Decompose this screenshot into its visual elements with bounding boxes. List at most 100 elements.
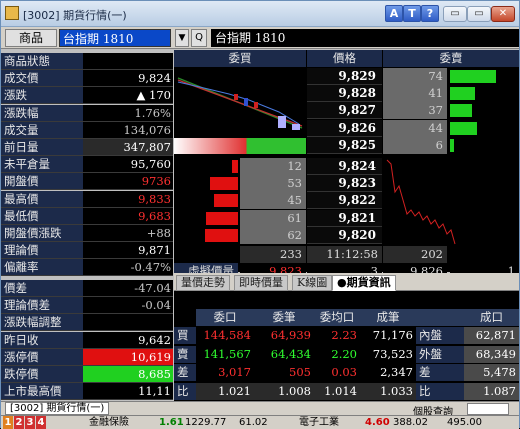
- info-value: +88: [83, 225, 173, 241]
- ws-num-2[interactable]: 2: [14, 416, 24, 429]
- bid-price[interactable]: 9,824: [307, 158, 382, 175]
- info-value: 9,642: [83, 331, 173, 348]
- info-row: 漲跌幅調整: [1, 314, 173, 332]
- bid-volume: 12: [240, 158, 306, 175]
- minimize-button[interactable]: ▭: [443, 6, 467, 22]
- bid-volume-bar: [232, 160, 238, 173]
- ask-price[interactable]: 9,826: [307, 119, 382, 137]
- ws-num-1[interactable]: 1: [3, 416, 13, 429]
- total-ask: 202: [383, 246, 447, 263]
- bid-volume: 62: [240, 226, 306, 244]
- symbol-title: 台指期 1810: [211, 29, 519, 47]
- tab-0[interactable]: 量價走勢: [176, 275, 230, 291]
- info-value: [83, 53, 173, 69]
- search-icon[interactable]: Q: [191, 29, 207, 47]
- info-label: 漲跌幅調整: [1, 314, 83, 331]
- chevron-down-icon[interactable]: ▼: [175, 29, 189, 47]
- info-label: 偏離率: [1, 259, 83, 276]
- ticker-stock-2[interactable]: 電子工業: [299, 417, 339, 428]
- info-label: 開盤價: [1, 173, 83, 190]
- info-label: 成交量: [1, 121, 83, 138]
- virtual-qty: 3: [307, 263, 382, 273]
- ticker-bar: 1 2 3 4 金融保險 1.61 1229.77 61.02 電子工業 4.6…: [1, 415, 519, 429]
- stats-side-label: 差: [416, 364, 464, 381]
- info-value: ▲ 170: [83, 87, 173, 104]
- bid-price[interactable]: 9,820: [307, 226, 382, 244]
- ask-volume: 41: [383, 85, 447, 103]
- help-button[interactable]: ?: [421, 5, 439, 22]
- ask-price[interactable]: 9,829: [307, 68, 382, 85]
- bid-volume-bar: [206, 211, 238, 225]
- info-value: 9,871: [83, 242, 173, 259]
- info-row: 理論價差 -0.04: [1, 297, 173, 315]
- intraday-minichart: [177, 77, 303, 130]
- stats-header: 成口: [464, 309, 519, 326]
- app-icon: [5, 6, 19, 20]
- font-a-button[interactable]: A: [385, 5, 403, 22]
- window-title: [3002] 期貨行情(一): [23, 9, 127, 22]
- restore-button[interactable]: ▭: [467, 6, 491, 22]
- stats-side-value: 5,478: [464, 364, 519, 381]
- info-value: 8,685: [83, 366, 173, 382]
- close-button[interactable]: ✕: [491, 6, 515, 22]
- info-label: 昨日收: [1, 331, 83, 348]
- info-label: 前日量: [1, 139, 83, 155]
- ask-price[interactable]: 9,825: [307, 136, 382, 154]
- ask-price[interactable]: 9,827: [307, 102, 382, 120]
- tab-2[interactable]: K線圖: [292, 275, 333, 291]
- bid-price[interactable]: 9,821: [307, 209, 382, 227]
- tab-3[interactable]: ●期貨資訊: [332, 275, 396, 291]
- bid-header: 委買: [174, 50, 306, 67]
- ticker-stock-1[interactable]: 金融保險: [89, 417, 129, 428]
- ask-volume-bar: [450, 138, 454, 152]
- status-bar: [3002] 期貨行情(一) 個股查詢: [1, 401, 519, 418]
- ws-num-4[interactable]: 4: [36, 416, 46, 429]
- info-label: 漲停價: [1, 348, 83, 365]
- info-row: 成交價 9,824: [1, 70, 173, 88]
- info-label: 最低價: [1, 207, 83, 224]
- stats-side-value: 1.087: [464, 382, 519, 400]
- ask-price[interactable]: 9,828: [307, 85, 382, 103]
- total-bid: 233: [240, 246, 306, 263]
- bid-price[interactable]: 9,823: [307, 175, 382, 193]
- ask-header: 委賣: [383, 50, 519, 67]
- info-row: 最高價 9,833: [1, 190, 173, 208]
- tab-1[interactable]: 即時價量: [234, 275, 288, 291]
- bid-price[interactable]: 9,822: [307, 192, 382, 210]
- ask-volume: 37: [383, 102, 447, 120]
- stats-cell: 1.014: [314, 382, 360, 400]
- stats-header: 成筆: [360, 309, 416, 326]
- stats-cell: 141,567: [196, 345, 254, 363]
- info-label: 上市最高價: [1, 383, 83, 400]
- info-value: 10,619: [83, 348, 173, 365]
- virtual-ask-qty: 1: [450, 263, 519, 273]
- ask-volume-bar: [450, 87, 475, 101]
- stock-query-input[interactable]: [467, 403, 509, 415]
- bid-ask-ratio-bar: [174, 138, 306, 154]
- stats-side-label: 外盤: [416, 345, 464, 363]
- toolbar: 商品 台指期 1810 ▼ Q 台指期 1810: [1, 27, 519, 49]
- bid-volume: 45: [240, 192, 306, 210]
- stats-row-label: 賣出: [174, 345, 196, 378]
- info-row: 理論價 9,871: [1, 242, 173, 260]
- font-t-button[interactable]: T: [403, 5, 421, 22]
- ticker-price-1: 1229.77: [185, 417, 227, 428]
- title-bar[interactable]: [3002] 期貨行情(一) A T ? ▭ ▭ ✕: [1, 1, 519, 27]
- stats-row-label: 差: [174, 364, 196, 381]
- stock-query-label: 個股查詢: [413, 407, 453, 418]
- window-tab[interactable]: [3002] 期貨行情(一): [5, 402, 110, 415]
- info-value: 9,683: [83, 207, 173, 224]
- stats-cell: 2.23: [314, 327, 360, 344]
- ws-num-3[interactable]: 3: [25, 416, 35, 429]
- symbol-input[interactable]: 台指期 1810: [59, 29, 171, 47]
- stats-cell: 71,176: [360, 327, 416, 344]
- virtual-ask: 9,826: [383, 263, 447, 273]
- info-label: 理論價: [1, 242, 83, 259]
- info-value: 9,824: [83, 70, 173, 87]
- info-label: 成交價: [1, 70, 83, 87]
- stats-side-label: 比: [416, 382, 464, 400]
- order-book-panel: 委買 價格 委賣 9,829 74 9,828 41 9,827 37 9,826 44 9,8…: [174, 50, 519, 273]
- stats-cell: 73,523: [360, 345, 416, 363]
- info-row: 開盤價 9736: [1, 173, 173, 191]
